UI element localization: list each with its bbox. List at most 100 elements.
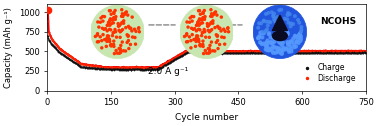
Point bbox=[234, 52, 240, 54]
Point bbox=[74, 60, 81, 62]
Point bbox=[318, 50, 324, 52]
Point bbox=[244, 52, 250, 54]
Point bbox=[269, 50, 275, 52]
Circle shape bbox=[101, 27, 103, 29]
Circle shape bbox=[278, 41, 280, 44]
Point bbox=[266, 52, 272, 54]
Point bbox=[263, 52, 270, 54]
Point bbox=[176, 56, 182, 58]
Point bbox=[182, 51, 188, 53]
Point bbox=[124, 66, 130, 68]
Point bbox=[311, 50, 317, 52]
Point bbox=[348, 52, 354, 54]
Point bbox=[249, 52, 255, 54]
Circle shape bbox=[209, 49, 211, 52]
Point bbox=[333, 50, 339, 52]
Point bbox=[155, 66, 161, 68]
Point bbox=[87, 67, 93, 69]
Point bbox=[307, 50, 313, 52]
Circle shape bbox=[199, 13, 201, 15]
Circle shape bbox=[214, 12, 216, 14]
Point bbox=[57, 48, 63, 50]
Circle shape bbox=[208, 36, 210, 38]
Point bbox=[163, 64, 169, 66]
Point bbox=[311, 52, 317, 54]
Point bbox=[355, 50, 361, 52]
Point bbox=[304, 50, 310, 52]
Point bbox=[73, 59, 79, 61]
Point bbox=[48, 42, 54, 44]
Point bbox=[356, 50, 362, 52]
Circle shape bbox=[107, 38, 109, 40]
Point bbox=[87, 65, 93, 67]
Point bbox=[122, 68, 128, 70]
Point bbox=[168, 59, 174, 61]
Point bbox=[249, 52, 256, 54]
Point bbox=[205, 50, 211, 52]
Point bbox=[303, 51, 309, 53]
Point bbox=[121, 68, 127, 70]
Circle shape bbox=[208, 31, 211, 33]
Point bbox=[123, 68, 129, 70]
Circle shape bbox=[107, 35, 108, 37]
Point bbox=[302, 50, 308, 52]
Circle shape bbox=[300, 30, 302, 33]
Point bbox=[90, 67, 96, 69]
Circle shape bbox=[203, 9, 205, 12]
Point bbox=[167, 59, 173, 61]
Point bbox=[304, 52, 310, 54]
Point bbox=[271, 50, 277, 52]
Point bbox=[202, 51, 208, 53]
Point bbox=[67, 55, 73, 57]
Point bbox=[221, 51, 227, 53]
Point bbox=[297, 50, 303, 52]
Point bbox=[92, 68, 98, 70]
Point bbox=[252, 50, 258, 52]
Point bbox=[144, 69, 150, 71]
Point bbox=[268, 52, 274, 54]
Point bbox=[196, 50, 202, 52]
Point bbox=[184, 49, 190, 51]
Point bbox=[81, 63, 87, 65]
Point bbox=[97, 68, 103, 70]
Point bbox=[212, 52, 218, 54]
Point bbox=[172, 58, 178, 60]
Point bbox=[307, 50, 313, 52]
Point bbox=[252, 51, 258, 53]
Point bbox=[113, 68, 119, 70]
Point bbox=[301, 52, 307, 54]
Circle shape bbox=[287, 43, 290, 46]
Circle shape bbox=[106, 30, 108, 32]
Point bbox=[82, 63, 88, 65]
Circle shape bbox=[204, 31, 206, 33]
Point bbox=[256, 52, 262, 54]
Point bbox=[46, 33, 53, 35]
Circle shape bbox=[281, 44, 284, 47]
Point bbox=[245, 52, 251, 54]
Circle shape bbox=[125, 11, 127, 13]
Circle shape bbox=[263, 19, 265, 22]
Point bbox=[185, 51, 191, 53]
Circle shape bbox=[119, 49, 121, 52]
Point bbox=[126, 66, 132, 68]
Point bbox=[232, 52, 238, 54]
Circle shape bbox=[276, 51, 279, 54]
Point bbox=[65, 57, 71, 59]
Point bbox=[281, 52, 287, 54]
Point bbox=[332, 50, 338, 52]
Point bbox=[255, 50, 261, 52]
Point bbox=[102, 66, 108, 68]
Point bbox=[101, 68, 107, 70]
Point bbox=[178, 53, 184, 55]
Circle shape bbox=[209, 30, 212, 32]
Point bbox=[273, 52, 279, 54]
Point bbox=[357, 52, 363, 54]
Point bbox=[254, 50, 260, 52]
Point bbox=[277, 52, 283, 54]
Point bbox=[305, 52, 311, 54]
Circle shape bbox=[118, 25, 119, 27]
Point bbox=[161, 62, 167, 64]
Point bbox=[231, 52, 237, 54]
Point bbox=[142, 69, 148, 71]
Point bbox=[251, 51, 257, 53]
